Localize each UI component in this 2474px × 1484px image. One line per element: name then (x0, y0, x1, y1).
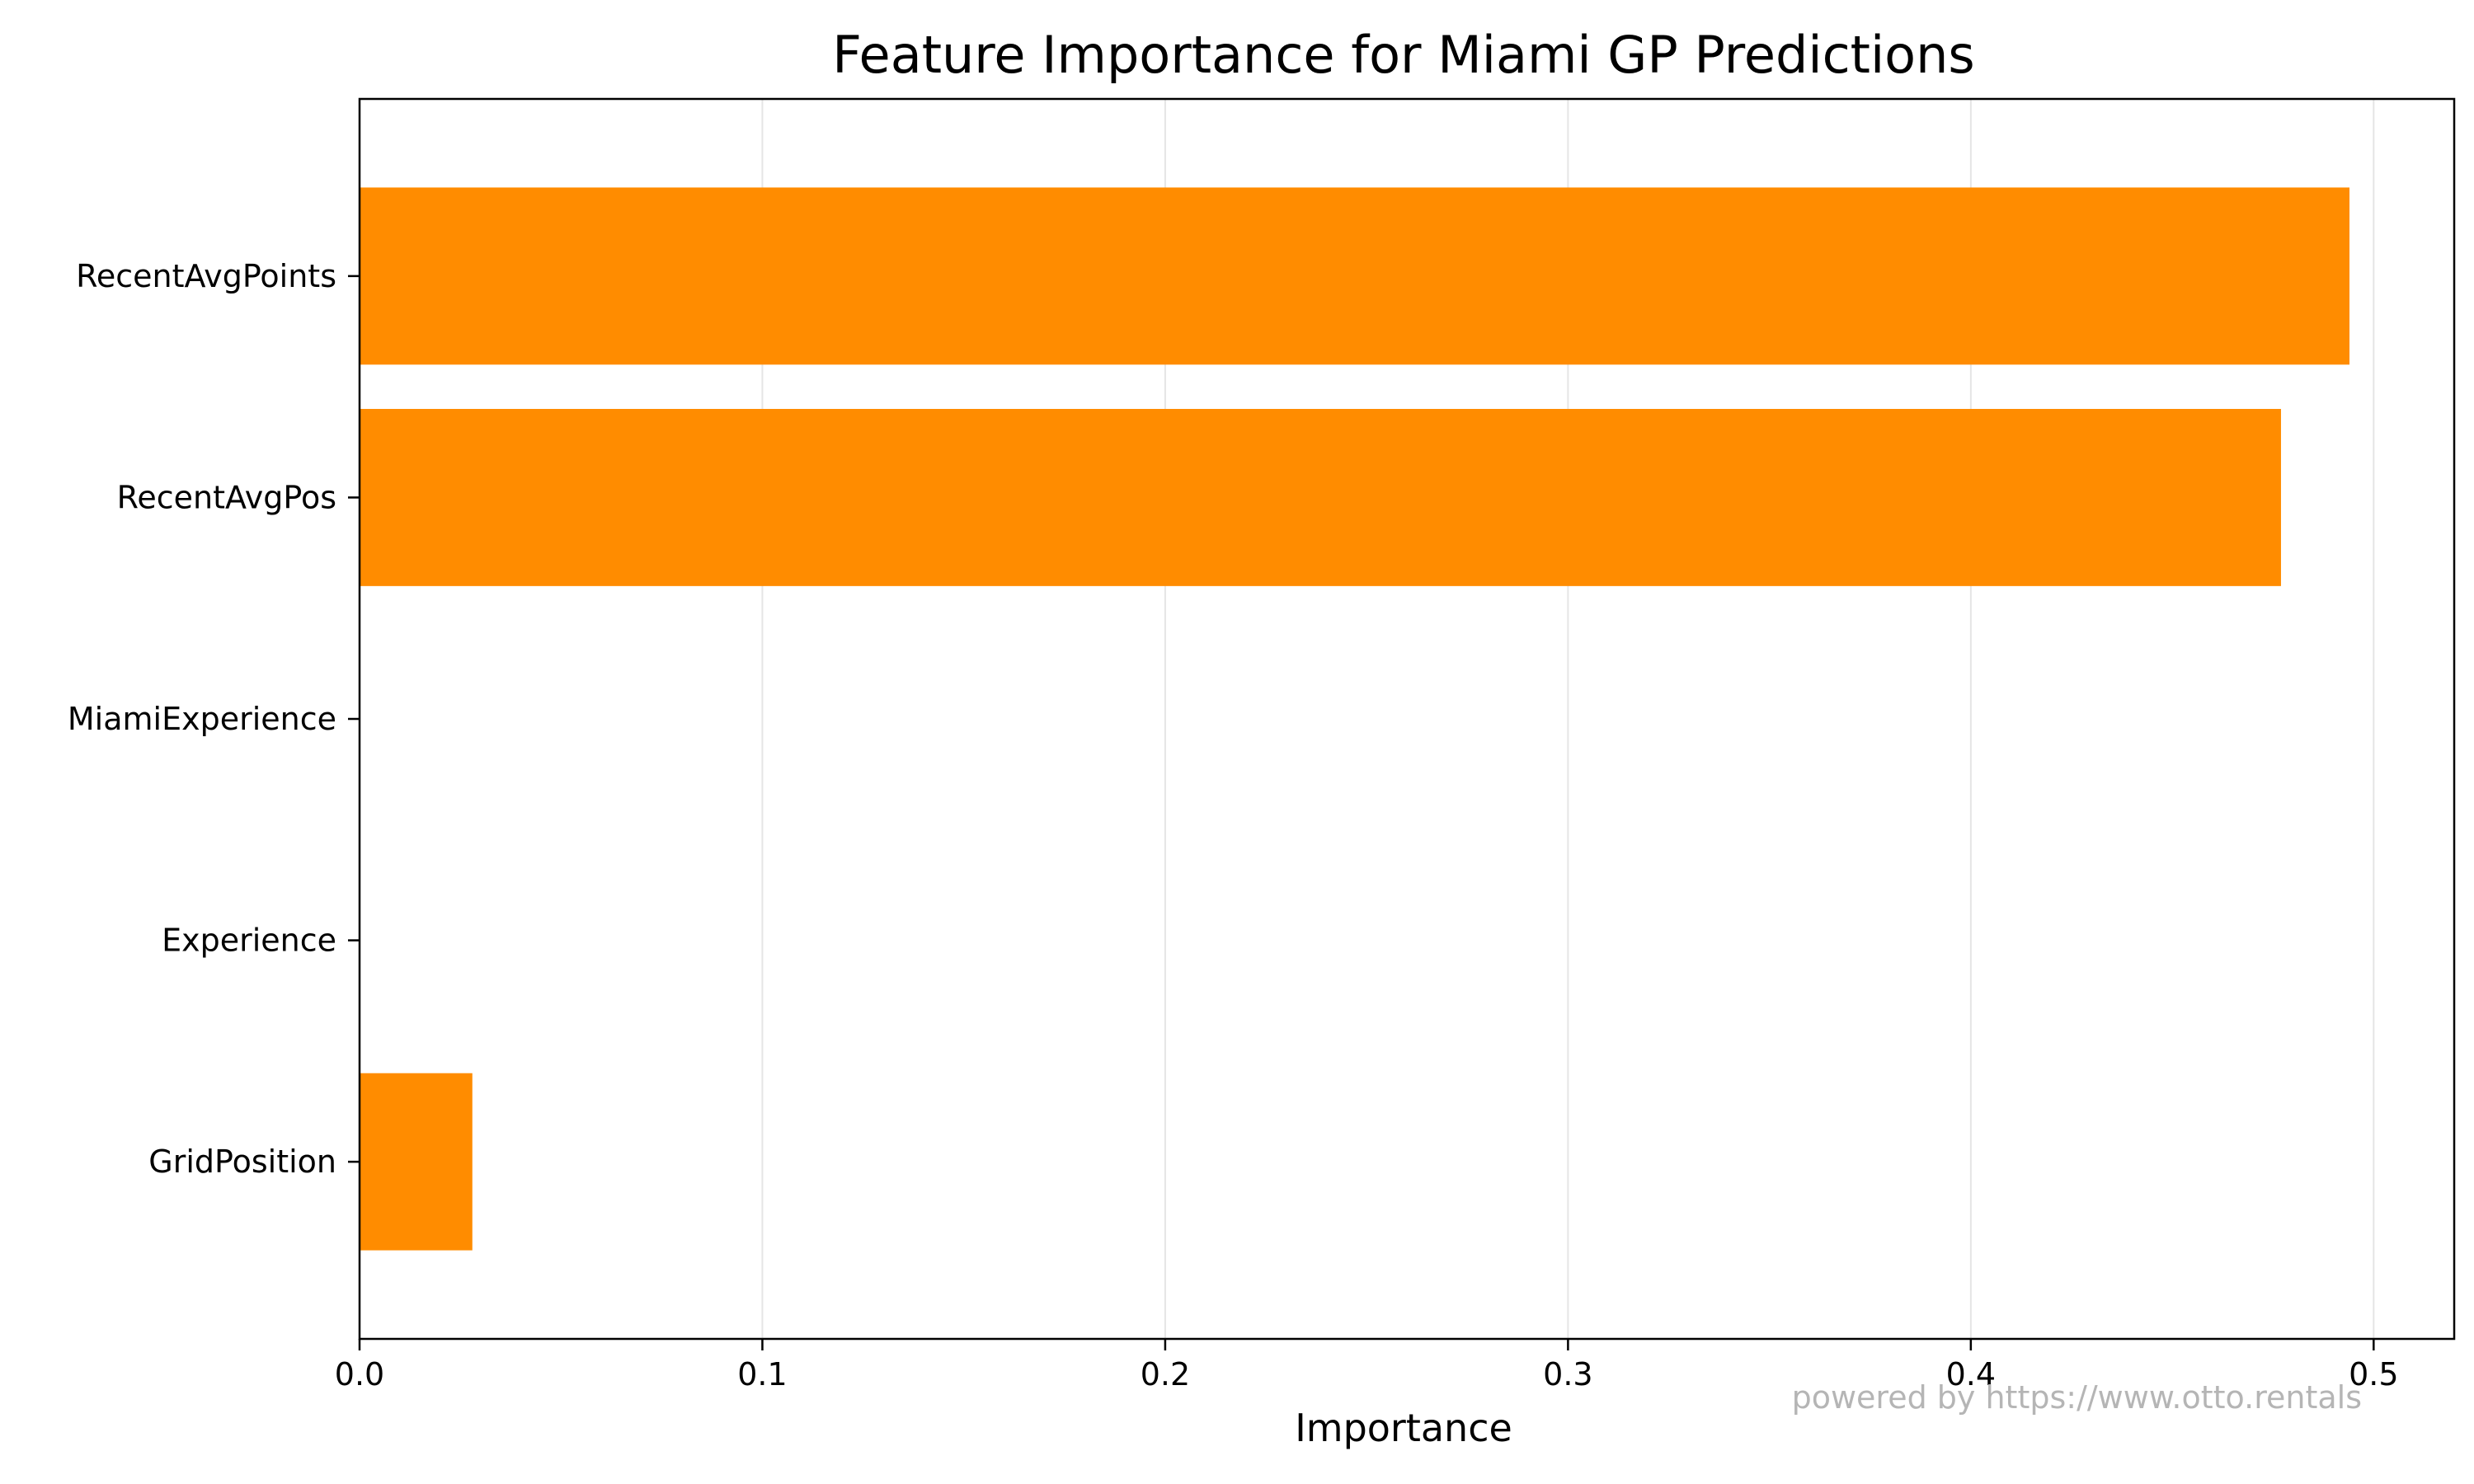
y-tick-label: RecentAvgPos (117, 479, 336, 515)
x-tick-label: 0.0 (335, 1356, 384, 1392)
bar-RecentAvgPos (360, 409, 2281, 586)
y-tick-label: GridPosition (148, 1144, 336, 1180)
x-tick-label: 0.1 (737, 1356, 787, 1392)
y-tick-label: Experience (162, 923, 336, 959)
x-tick-label: 0.5 (2349, 1356, 2398, 1392)
y-ticks: RecentAvgPoints RecentAvgPos MiamiExperien… (68, 258, 360, 1180)
x-tick-label: 0.3 (1543, 1356, 1592, 1392)
chart-title: Feature Importance for Miami GP Predicti… (832, 25, 1974, 85)
y-tick-label: RecentAvgPoints (76, 258, 336, 294)
y-tick-label: MiamiExperience (68, 701, 336, 737)
bars (360, 187, 2349, 1251)
bar-RecentAvgPoints (360, 187, 2349, 365)
x-tick-label: 0.4 (1946, 1356, 1996, 1392)
bar-GridPosition (360, 1073, 473, 1251)
watermark-text: powered by https://www.otto.rentals (1792, 1379, 2362, 1416)
x-axis-label: Importance (1295, 1406, 1512, 1450)
x-ticks: 0.0 0.1 0.2 0.3 0.4 0.5 (335, 1339, 2399, 1392)
x-tick-label: 0.2 (1141, 1356, 1190, 1392)
